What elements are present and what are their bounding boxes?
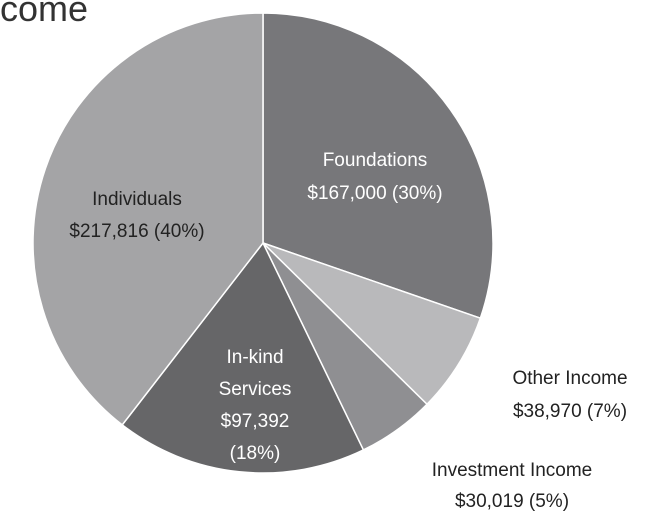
pie-slice: [262, 12, 494, 320]
pie-slice: [32, 12, 264, 426]
slice-value-label: $30,019 (5%): [454, 491, 570, 512]
slice-value-label: $167,000 (30%): [307, 183, 443, 204]
pie-slice: [262, 242, 482, 406]
slice-label: In-kind Services: [218, 347, 292, 400]
slice-label: Individuals: [92, 189, 182, 210]
title: come: [0, 0, 89, 29]
slice-label: Investment Income: [431, 460, 593, 481]
pie-slice: [121, 241, 365, 474]
slice-value-label: $38,970 (7%): [512, 401, 628, 422]
slice-label: Other Income: [512, 368, 628, 389]
slice-value-label: $97,392 (18%): [220, 411, 290, 464]
slice-label: Foundations: [322, 150, 428, 171]
slice-value-label: $217,816 (40%): [69, 221, 205, 242]
